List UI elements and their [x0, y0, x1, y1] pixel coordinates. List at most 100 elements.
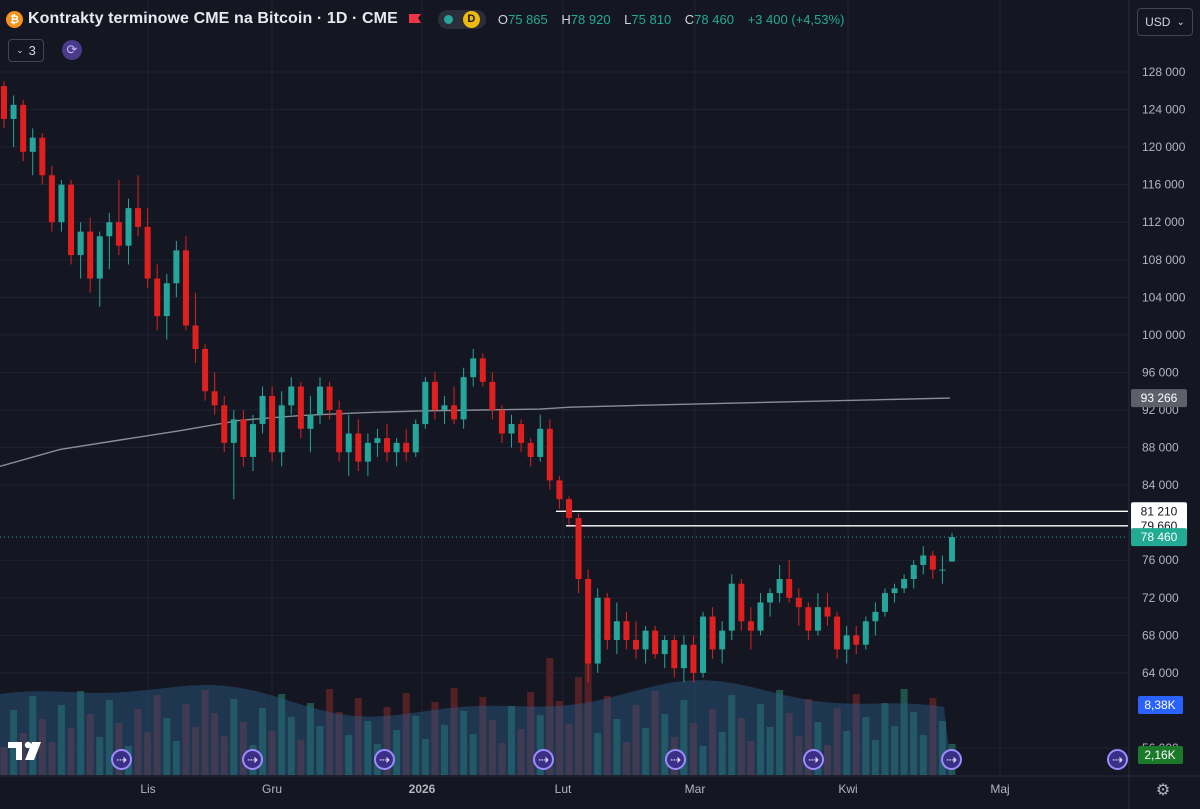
candle — [881, 588, 888, 617]
candle — [240, 410, 247, 467]
volume-bar — [584, 640, 592, 775]
candle — [805, 602, 812, 641]
dividend-event-icon[interactable]: ⇢ — [665, 749, 686, 770]
volume-bar — [632, 705, 640, 775]
candle — [374, 428, 381, 457]
volume-bar — [575, 677, 583, 775]
candle-body — [154, 278, 161, 317]
candle — [613, 602, 620, 655]
dividend-event-icon[interactable]: ⇢ — [1107, 749, 1128, 770]
moving-average-line — [0, 397, 951, 467]
candle — [441, 395, 448, 425]
candle — [853, 625, 860, 655]
close-value: 78 460 — [694, 11, 734, 27]
y-tick-label: 72 000 — [1142, 591, 1179, 605]
candle — [757, 593, 764, 636]
change-value: +3 400 (+4,53%) — [747, 11, 845, 27]
candlesticks — [1, 81, 955, 683]
y-tick-label: 64 000 — [1142, 666, 1179, 680]
dividend-event-icon[interactable]: ⇢ — [374, 749, 395, 770]
tradingview-logo-icon[interactable] — [8, 740, 46, 762]
candle — [154, 264, 161, 331]
candle-body — [901, 579, 908, 589]
symbol-title[interactable]: Kontrakty terminowe CME na Bitcoin · 1D … — [28, 10, 398, 27]
time-axis[interactable]: Lis Gru 2026 Lut Mar Kwi Maj — [140, 782, 1009, 796]
candle-body — [661, 640, 668, 655]
currency-selector[interactable]: USD ⌄ — [1137, 8, 1193, 36]
candle-body — [814, 607, 821, 631]
volume-bar — [86, 714, 94, 775]
volume-bar — [622, 742, 630, 775]
settings-gear-icon[interactable]: ⚙ — [1155, 782, 1171, 799]
volume-bar — [804, 699, 812, 775]
candle-body — [853, 635, 860, 645]
candle-body — [345, 433, 352, 453]
candle-body — [317, 386, 323, 415]
chart-legend[interactable]: ₿ Kontrakty terminowe CME na Bitcoin · 1… — [6, 8, 844, 30]
candle — [384, 424, 391, 462]
candle-body — [747, 621, 754, 631]
dividend-event-icon[interactable]: ⇢ — [803, 749, 824, 770]
volume-average-area — [0, 680, 952, 775]
candle-body — [881, 593, 888, 612]
candle-body — [537, 428, 544, 457]
candle — [680, 635, 687, 683]
candle-body — [891, 588, 898, 594]
candle-body — [422, 381, 429, 425]
y-tick-label: 96 000 — [1142, 365, 1179, 379]
candle — [470, 348, 477, 387]
dividend-event-icon[interactable]: ⇢ — [111, 749, 132, 770]
dividend-event-icon[interactable]: ⇢ — [941, 749, 962, 770]
volume-bar — [919, 735, 927, 775]
flag-icon[interactable] — [408, 13, 422, 25]
volume-bar — [364, 721, 372, 775]
volume-bar — [77, 691, 85, 775]
market-status-pill[interactable]: D — [437, 9, 486, 29]
x-tick-label: Lis — [140, 782, 155, 796]
candle — [135, 175, 142, 237]
volume-bar — [555, 701, 563, 775]
current-price-label-bg — [1131, 528, 1187, 547]
volume-last-label: 2,16K — [1144, 748, 1175, 762]
candle-body — [843, 635, 850, 650]
candle — [738, 579, 745, 631]
candle — [39, 133, 46, 185]
candle — [317, 377, 323, 425]
refresh-icon[interactable]: ⟳ — [62, 40, 82, 60]
y-tick-label: 108 000 — [1142, 253, 1186, 267]
candle-body — [719, 630, 726, 650]
volume-bar — [287, 717, 295, 775]
candle — [355, 419, 362, 472]
candle — [623, 611, 630, 650]
indicators-toggle-button[interactable]: ⌄ 3 — [8, 39, 44, 62]
volume-bar — [814, 722, 822, 775]
volume-bar — [642, 728, 650, 775]
volume-bar — [134, 709, 142, 775]
candle — [29, 128, 36, 176]
volume-average-label-bg — [1138, 696, 1183, 714]
candle-body — [1, 86, 7, 119]
price-axis[interactable]: 128 000 124 000 120 000 116 000 112 000 108 0… — [1142, 65, 1186, 755]
candle — [920, 546, 927, 575]
candle — [575, 513, 582, 594]
candle-body — [575, 517, 582, 579]
x-tick-label: Kwi — [838, 782, 857, 796]
candle-body — [949, 537, 955, 562]
dividend-event-icon[interactable]: ⇢ — [533, 749, 554, 770]
candle — [489, 372, 496, 420]
candle-body — [39, 137, 46, 176]
candle — [269, 386, 276, 462]
volume-bar — [833, 708, 841, 775]
candle — [182, 236, 189, 331]
x-tick-label: Mar — [685, 782, 706, 796]
candle-body — [297, 386, 304, 429]
x-tick-label: 2026 — [409, 782, 436, 796]
candle — [747, 607, 754, 650]
y-tick-label: 112 000 — [1142, 215, 1185, 229]
dividend-event-icon[interactable]: ⇢ — [242, 749, 263, 770]
candle — [336, 400, 343, 462]
candle-body — [671, 640, 678, 669]
candle-body — [556, 480, 563, 500]
volume-bar — [699, 746, 707, 775]
